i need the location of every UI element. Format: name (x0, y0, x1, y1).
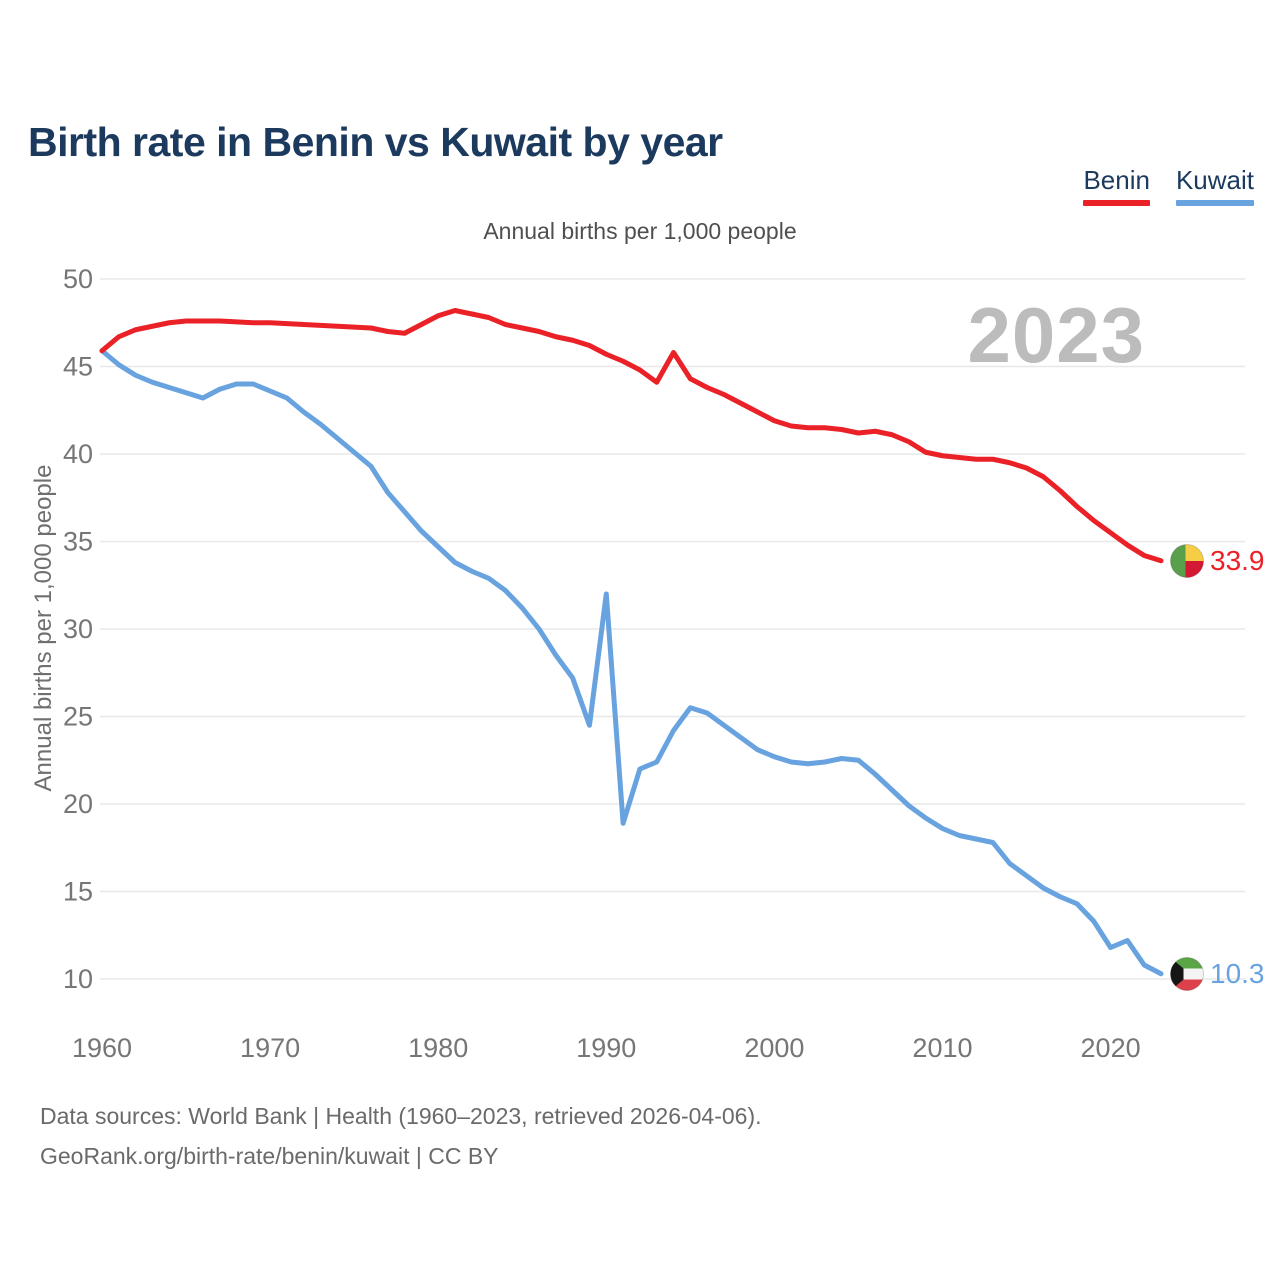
x-tick-label: 1970 (240, 1033, 300, 1063)
x-tick-label: 2020 (1081, 1033, 1141, 1063)
y-tick-label: 10 (63, 964, 93, 994)
legend-swatch-kuwait (1175, 200, 1254, 206)
x-tick-label: 2010 (912, 1033, 972, 1063)
benin-line (99, 308, 1164, 564)
legend: Benin Kuwait (1083, 165, 1254, 206)
legend-swatch-benin (1083, 200, 1150, 206)
plot-area: 50 45 40 35 30 25 20 15 10 1960 1970 1980 1990 2000 20… (63, 264, 1265, 1063)
kuwait-line (99, 348, 1164, 977)
watermark-year: 2023 (967, 291, 1145, 379)
footer-data-sources: Data sources: World Bank | Health (1960–… (40, 1103, 762, 1129)
x-tick-label: 1980 (408, 1033, 468, 1063)
y-tick-label: 40 (63, 439, 93, 469)
benin-flag-icon (1170, 544, 1204, 578)
legend-item-kuwait[interactable]: Kuwait (1175, 165, 1254, 206)
footer: Data sources: World Bank | Health (1960–… (40, 1096, 762, 1176)
kuwait-end-value: 10.3 (1210, 958, 1265, 989)
y-tick-label: 30 (63, 614, 93, 644)
y-tick-label: 35 (63, 527, 93, 557)
y-tick-label: 15 (63, 877, 93, 907)
legend-label-benin: Benin (1083, 165, 1150, 195)
benin-end-value: 33.9 (1210, 545, 1265, 576)
chart-subtitle: Annual births per 1,000 people (483, 218, 797, 244)
y-tick-label: 25 (63, 702, 93, 732)
gridlines (100, 278, 1245, 980)
x-tick-label: 1960 (72, 1033, 132, 1063)
y-tick-label: 50 (63, 264, 93, 294)
page-title: Birth rate in Benin vs Kuwait by year (28, 119, 723, 166)
legend-label-kuwait: Kuwait (1175, 165, 1254, 195)
data-lines (99, 308, 1164, 977)
y-tick-label: 45 (63, 352, 93, 382)
y-tick-label: 20 (63, 789, 93, 819)
x-tick-label: 2000 (744, 1033, 804, 1063)
axis-ticks: 50 45 40 35 30 25 20 15 10 1960 1970 1980 1990 2000 20… (63, 264, 1141, 1063)
footer-attribution: GeoRank.org/birth-rate/benin/kuwait | CC… (40, 1143, 499, 1169)
x-tick-label: 1990 (576, 1033, 636, 1063)
kuwait-flag-icon (1170, 957, 1204, 991)
legend-item-benin[interactable]: Benin (1083, 165, 1150, 206)
